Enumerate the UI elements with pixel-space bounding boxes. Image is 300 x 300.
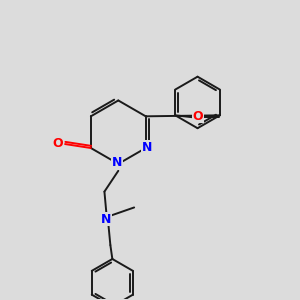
Text: N: N — [101, 213, 112, 226]
Text: N: N — [112, 156, 122, 170]
Text: O: O — [193, 110, 203, 123]
Text: O: O — [53, 136, 64, 150]
Text: N: N — [142, 140, 152, 154]
